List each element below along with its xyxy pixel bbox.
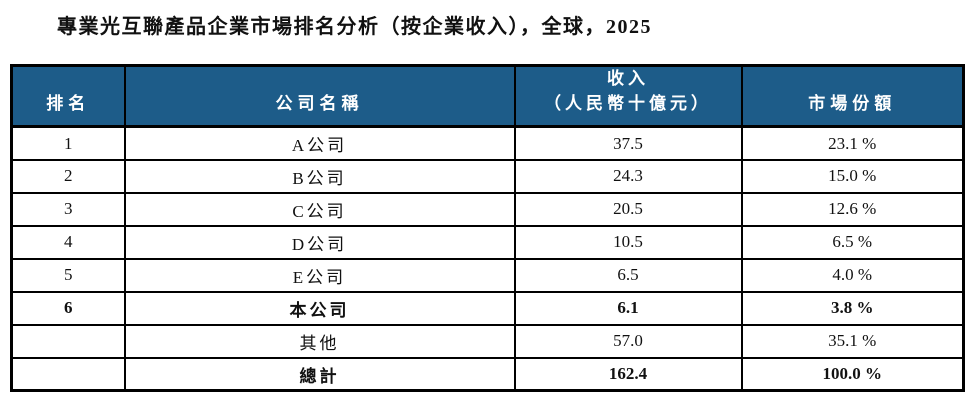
company-cell: D公司 xyxy=(123,224,516,260)
table-row: 3 C公司 20.5 12.6 % xyxy=(10,191,965,227)
revenue-cell: 24.3 xyxy=(513,158,743,194)
revenue-cell: 10.5 xyxy=(513,224,743,260)
header-row: 排名 公司名稱 收入 （人民幣十億元） 市場份額 xyxy=(10,65,965,128)
company-cell: B公司 xyxy=(123,158,516,194)
share-cell: 23.1 % xyxy=(740,125,965,161)
rank-cell: 4 xyxy=(10,224,126,260)
company-cell: 其他 xyxy=(123,323,516,359)
company-cell: 總計 xyxy=(123,356,516,392)
company-cell: C公司 xyxy=(123,191,516,227)
revenue-cell: 6.1 xyxy=(513,290,743,326)
rank-cell: 1 xyxy=(10,125,126,161)
table-row: 5 E公司 6.5 4.0 % xyxy=(10,257,965,293)
revenue-cell: 6.5 xyxy=(513,257,743,293)
header-rank: 排名 xyxy=(10,65,126,128)
rank-cell: 3 xyxy=(10,191,126,227)
header-revenue: 收入 （人民幣十億元） xyxy=(513,65,743,128)
table-header: 排名 公司名稱 收入 （人民幣十億元） 市場份額 xyxy=(10,65,965,128)
header-revenue-line2: （人民幣十億元） xyxy=(544,93,712,113)
rank-cell xyxy=(10,356,126,392)
page-title: 專業光互聯產品企業市場排名分析（按企業收入），全球，2025 xyxy=(57,16,652,38)
table-row-total: 總計 162.4 100.0 % xyxy=(10,356,965,392)
share-cell: 12.6 % xyxy=(740,191,965,227)
share-cell: 35.1 % xyxy=(740,323,965,359)
table-row-others: 其他 57.0 35.1 % xyxy=(10,323,965,359)
company-cell: 本公司 xyxy=(123,290,516,326)
table-row-our-company: 6 本公司 6.1 3.8 % xyxy=(10,290,965,326)
revenue-cell: 37.5 xyxy=(513,125,743,161)
market-ranking-table: 排名 公司名稱 收入 （人民幣十億元） 市場份額 1 A公司 37.5 23.1… xyxy=(10,64,965,393)
revenue-cell: 162.4 xyxy=(513,356,743,392)
table-row: 2 B公司 24.3 15.0 % xyxy=(10,158,965,194)
company-cell: E公司 xyxy=(123,257,516,293)
revenue-cell: 57.0 xyxy=(513,323,743,359)
share-cell: 4.0 % xyxy=(740,257,965,293)
header-share: 市場份額 xyxy=(740,65,965,128)
table-row: 4 D公司 10.5 6.5 % xyxy=(10,224,965,260)
header-company: 公司名稱 xyxy=(123,65,516,128)
rank-cell: 5 xyxy=(10,257,126,293)
table-row: 1 A公司 37.5 23.1 % xyxy=(10,125,965,161)
header-revenue-line1: 收入 xyxy=(607,69,649,88)
revenue-cell: 20.5 xyxy=(513,191,743,227)
table-body: 1 A公司 37.5 23.1 % 2 B公司 24.3 15.0 % 3 C公… xyxy=(10,125,965,392)
rank-cell: 6 xyxy=(10,290,126,326)
share-cell: 6.5 % xyxy=(740,224,965,260)
company-cell: A公司 xyxy=(123,125,516,161)
rank-cell xyxy=(10,323,126,359)
share-cell: 3.8 % xyxy=(740,290,965,326)
share-cell: 100.0 % xyxy=(740,356,965,392)
share-cell: 15.0 % xyxy=(740,158,965,194)
rank-cell: 2 xyxy=(10,158,126,194)
